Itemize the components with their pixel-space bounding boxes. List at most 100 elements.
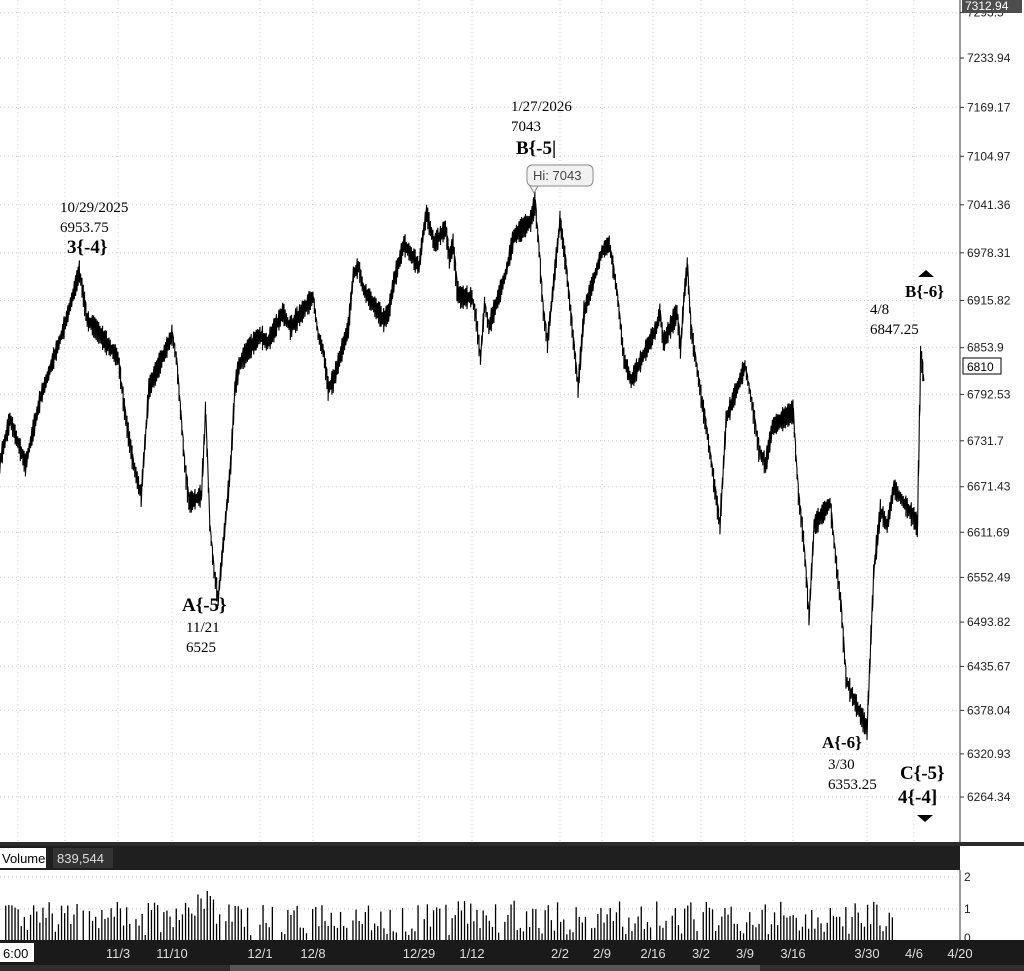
volume-bar: [603, 922, 605, 940]
volume-bar: [860, 923, 862, 940]
scrollbar-thumb[interactable]: [230, 965, 760, 971]
svg-text:1: 1: [964, 902, 971, 916]
volume-bar: [733, 923, 735, 940]
volume-bar: [414, 931, 416, 940]
volume-bar: [346, 927, 348, 940]
volume-bar: [594, 927, 596, 940]
volume-bar: [891, 917, 893, 940]
volume-bar: [113, 916, 115, 940]
volume-bar: [389, 909, 391, 940]
volume-bar: [380, 911, 382, 940]
svg-text:6810: 6810: [967, 360, 994, 374]
volume-bar: [405, 931, 407, 940]
volume-bar: [826, 922, 828, 940]
volume-bar: [436, 907, 438, 940]
volume-axis: [960, 846, 1024, 940]
volume-bars: [5, 891, 893, 940]
volume-bar: [60, 905, 63, 940]
volume-bar: [634, 923, 636, 940]
volume-bar: [184, 902, 187, 940]
volume-bar: [575, 907, 577, 940]
volume-bar: [494, 904, 497, 940]
volume-bar: [287, 910, 289, 940]
svg-text:B{-6}: B{-6}: [905, 282, 944, 301]
volume-bar: [73, 914, 75, 940]
volume-bar: [302, 927, 304, 940]
volume-bar: [693, 919, 695, 940]
volume-bar: [507, 914, 509, 940]
price-tick-label: 6378.04: [967, 703, 1011, 717]
volume-bar: [26, 929, 29, 940]
volume-bar: [88, 911, 91, 940]
volume-bar: [150, 909, 153, 940]
volume-bar: [755, 927, 757, 940]
volume-header: [0, 846, 960, 870]
volume-bar: [432, 910, 435, 940]
volume-bar: [767, 934, 769, 940]
volume-bar: [98, 928, 100, 940]
volume-bar: [544, 910, 546, 940]
volume-bar: [395, 932, 397, 940]
volume-bar: [401, 907, 404, 940]
volume-bar: [116, 902, 118, 940]
pane-separator[interactable]: [0, 842, 1024, 846]
volume-bar: [780, 901, 782, 940]
volume-bar: [48, 902, 50, 940]
svg-text:10/29/2025: 10/29/2025: [60, 200, 128, 216]
volume-bar: [581, 922, 583, 940]
svg-text:C{-5}: C{-5}: [900, 763, 945, 784]
volume-bar: [293, 910, 295, 940]
volume-axis-labels: 2 1 0: [964, 870, 971, 945]
volume-value: 839,544: [57, 851, 104, 866]
volume-bar: [82, 910, 84, 940]
volume-bar: [135, 919, 137, 940]
volume-bar: [476, 909, 478, 940]
volume-bar: [606, 914, 608, 940]
volume-bar: [33, 905, 35, 940]
volume-bar: [243, 926, 246, 940]
volume-bar: [11, 905, 13, 940]
volume-bar: [163, 912, 165, 940]
time-tick-label: 11/3: [106, 946, 130, 961]
volume-bar: [628, 917, 630, 940]
volume-bar: [777, 925, 779, 940]
volume-bar: [851, 917, 853, 940]
volume-bar: [417, 905, 419, 940]
volume-bar: [854, 903, 856, 940]
volume-bar: [513, 900, 515, 940]
volume-bar: [541, 933, 543, 940]
volume-bar: [615, 912, 618, 940]
volume-bar: [532, 908, 534, 940]
volume-bar: [315, 907, 317, 940]
volume-bar: [54, 931, 56, 940]
time-tick-label: 11/10: [156, 946, 188, 961]
volume-bar: [42, 907, 44, 940]
volume-bar: [262, 905, 264, 940]
volume-bar: [45, 917, 47, 940]
volume-bar: [408, 934, 410, 940]
volume-bar: [814, 928, 816, 940]
time-tick-label: 3/16: [780, 946, 805, 961]
volume-bar: [646, 922, 649, 940]
volume-bar: [823, 931, 825, 940]
time-axis-labels: 11/3 11/10 12/1 12/8 12/29 1/12 2/2 2/9 2/16 3/2 3…: [106, 946, 973, 961]
volume-bar: [107, 917, 109, 940]
time-tick-label: 12/8: [300, 946, 325, 961]
volume-bar: [296, 905, 298, 940]
volume-bar: [730, 906, 732, 940]
price-tick-label: 7233.94: [967, 51, 1011, 65]
volume-bar: [829, 908, 831, 940]
volume-bar: [370, 930, 373, 940]
volume-bar: [64, 913, 66, 940]
svg-text:A{-5}: A{-5}: [182, 595, 227, 616]
volume-bar: [361, 923, 363, 940]
volume-bar: [284, 934, 286, 940]
volume-bar: [250, 935, 252, 940]
volume-bar: [643, 929, 645, 940]
volume-bar: [804, 914, 807, 940]
svg-text:B{-5|: B{-5|: [516, 138, 556, 159]
volume-bar: [888, 912, 890, 940]
volume-bar: [578, 916, 580, 940]
volume-bar: [770, 924, 773, 940]
